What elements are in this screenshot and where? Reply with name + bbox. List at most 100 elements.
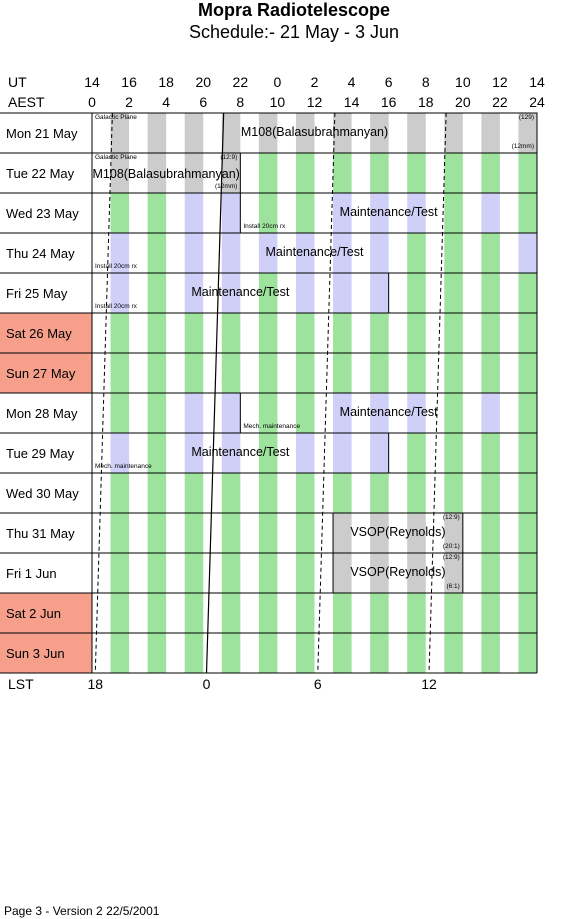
hour-stripe (407, 273, 426, 313)
ut-tick-label: 6 (384, 74, 393, 90)
day-label: Wed 30 May (6, 486, 79, 501)
event-note: (129) (518, 114, 534, 121)
ut-tick-label: 10 (455, 74, 471, 90)
hour-stripe (370, 193, 389, 233)
hour-stripe (110, 313, 130, 353)
hour-stripe (333, 393, 352, 433)
day-label: Sun 3 Jun (6, 646, 65, 661)
hour-stripe (147, 353, 167, 393)
hour-stripe (481, 473, 500, 513)
hour-stripe (110, 593, 130, 633)
event-label: Maintenance/Test (191, 445, 290, 459)
aest-tick-label: 6 (199, 94, 208, 110)
hour-stripe (110, 153, 130, 193)
hour-stripe (184, 553, 204, 593)
lst-axis-label: LST (8, 676, 34, 692)
hour-stripe (147, 153, 167, 193)
hour-stripe (370, 593, 389, 633)
hour-stripe (258, 153, 278, 193)
hour-stripe (147, 273, 167, 313)
aest-tick-label: 22 (492, 94, 508, 110)
hour-stripe (147, 593, 167, 633)
hour-stripe (147, 473, 167, 513)
hour-stripe (518, 513, 537, 553)
hour-stripe (258, 193, 278, 233)
hour-stripe (370, 513, 389, 553)
hour-stripe (147, 553, 167, 593)
hour-stripe (370, 353, 389, 393)
hour-stripe (184, 273, 204, 313)
hour-stripe (333, 153, 352, 193)
event-label: M108(Balasubrahmanyan) (92, 167, 240, 181)
hour-stripe (370, 393, 389, 433)
schedule-subtitle: Schedule:- 21 May - 3 Jun (188, 22, 400, 42)
hour-stripe (221, 273, 241, 313)
hour-stripe (407, 513, 426, 553)
hour-stripe (481, 513, 500, 553)
hour-stripe (295, 313, 315, 353)
hour-stripe (221, 153, 241, 193)
hour-stripe (258, 553, 278, 593)
hour-stripe (333, 233, 352, 273)
hour-stripe (184, 593, 204, 633)
hour-stripe (333, 513, 352, 553)
hour-stripe (407, 473, 426, 513)
weekend-cell (0, 593, 92, 633)
hour-stripe (518, 193, 537, 233)
day-label: Sat 2 Jun (6, 606, 61, 621)
hour-stripe (444, 433, 463, 473)
hour-stripe (333, 433, 352, 473)
ut-tick-label: 2 (310, 74, 319, 90)
hour-stripe (407, 113, 426, 153)
hour-stripe (258, 393, 278, 433)
hour-stripe (295, 193, 315, 233)
hour-stripe (184, 393, 204, 433)
hour-stripe (221, 633, 241, 673)
hour-stripe (221, 113, 241, 153)
hour-stripe (110, 513, 130, 553)
weekend-cell (0, 633, 92, 673)
hour-stripe (518, 233, 537, 273)
day-label: Fri 25 May (6, 286, 68, 301)
hour-stripe (407, 193, 426, 233)
hour-stripe (518, 473, 537, 513)
aest-tick-label: 2 (125, 94, 133, 110)
aest-tick-label: 16 (380, 94, 397, 110)
event-note: (6:1) (446, 583, 460, 590)
hour-stripe (518, 593, 537, 633)
event-note: Galactic Plane (95, 114, 137, 121)
hour-stripe (295, 273, 315, 313)
hour-stripe (258, 353, 278, 393)
hour-stripe (444, 313, 463, 353)
hour-stripe (110, 113, 130, 153)
aest-tick-label: 12 (306, 94, 323, 110)
event-label: Maintenance/Test (265, 245, 364, 259)
aest-tick-label: 10 (269, 94, 286, 110)
hour-stripe (481, 313, 500, 353)
hour-stripe (407, 433, 426, 473)
hour-stripe (184, 233, 204, 273)
hour-stripe (295, 553, 315, 593)
hour-stripe (444, 553, 463, 593)
hour-stripe (110, 273, 130, 313)
hour-stripe (407, 353, 426, 393)
hour-stripe (518, 273, 537, 313)
day-label: Wed 23 May (6, 206, 79, 221)
event-note: Install 20cm rx (243, 223, 286, 230)
hour-stripe (444, 353, 463, 393)
ut-tick-label: 18 (158, 74, 174, 90)
lst-tick-label: 0 (202, 676, 211, 692)
hour-stripe (147, 513, 167, 553)
day-label: Mon 28 May (6, 406, 78, 421)
ut-tick-label: 22 (232, 74, 249, 90)
hour-stripe (184, 153, 204, 193)
event-note: Mech. maintenance (243, 423, 301, 430)
event-note: Install 20cm rx (95, 303, 137, 310)
hour-stripe (444, 273, 463, 313)
hour-stripe (147, 313, 167, 353)
hour-stripe (258, 593, 278, 633)
hour-stripe (333, 113, 352, 153)
event-note: (12:9) (220, 154, 238, 161)
hour-stripe (333, 593, 352, 633)
